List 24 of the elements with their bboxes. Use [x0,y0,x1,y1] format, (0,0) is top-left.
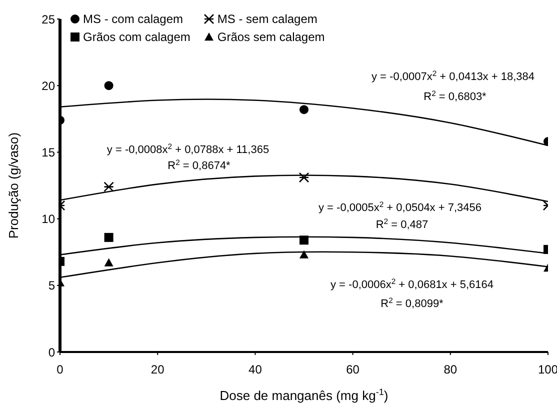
y-tick-label: 25 [42,12,56,26]
y-tick-label: 0 [48,345,56,360]
annotation: y = -0,0006x$^{2}$ + 0,0681x + 5,6164 [330,276,494,291]
annotation: R$^{2}$ = 0,6803* [424,88,488,103]
annotation: R$^{2}$ = 0,487 [376,216,428,231]
x-tick-label: 80 [444,362,458,377]
y-tick-label: 10 [42,212,56,226]
x-axis-title: Dose de manganês (mg kg$^{-1}$) [220,387,388,403]
x-tick-label: 60 [346,362,360,377]
annotation: y = -0,0007x$^{2}$ + 0,0413x + 18,384 [372,68,534,83]
y-axis-title: Produção (g/vaso) [6,132,21,239]
annotation: y = -0,0005x$^{2}$ + 0,0504x + 7,3456 [318,200,482,214]
legend-label: MS - com calagem [83,12,184,26]
annotation: R$^{2}$ = 0,8674* [168,158,232,172]
y-tick-label: 20 [42,78,56,93]
x-tick-label: 40 [248,362,262,377]
x-tick-label: 20 [150,362,165,377]
legend-label: MS - sem calagem [217,12,318,26]
legend-label: Grãos sem calagem [217,30,325,44]
y-tick-label: 5 [48,278,56,293]
legend-label: Grãos com calagem [83,30,190,44]
annotation: R$^{2}$ = 0,8099* [380,296,444,310]
y-tick-label: 15 [42,145,56,160]
annotation: y = -0,0008x$^{2}$ + 0,0788x + 11,365 [106,142,270,156]
